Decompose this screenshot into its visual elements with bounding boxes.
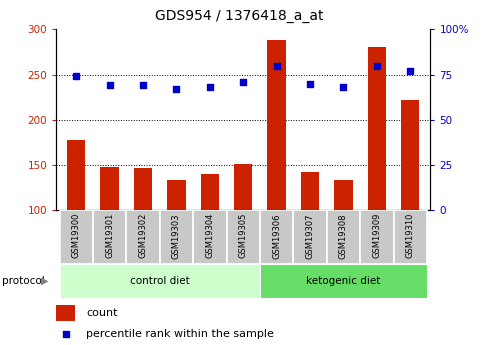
Text: GSM19305: GSM19305 [238, 213, 247, 258]
Point [305, 81, 313, 86]
Bar [367, 47, 385, 301]
Bar [67, 140, 85, 301]
Point [372, 63, 380, 68]
Text: GSM19300: GSM19300 [72, 213, 81, 258]
Bar [56, 305, 75, 321]
Bar [293, 210, 326, 264]
Bar [226, 210, 260, 264]
Bar [260, 264, 426, 298]
Text: percentile rank within the sample: percentile rank within the sample [86, 329, 273, 339]
Bar [101, 167, 119, 301]
Text: GSM19307: GSM19307 [305, 213, 314, 259]
Text: GSM19309: GSM19309 [372, 213, 381, 258]
Point [61, 332, 69, 337]
Bar [360, 210, 393, 264]
Text: control diet: control diet [130, 276, 189, 286]
Bar [193, 210, 226, 264]
Bar [400, 100, 419, 301]
Bar [134, 168, 152, 301]
Text: protocol: protocol [2, 276, 45, 286]
Point [406, 68, 413, 74]
Bar [260, 210, 293, 264]
Text: GSM19301: GSM19301 [105, 213, 114, 258]
Bar [267, 40, 285, 301]
Point [139, 83, 147, 88]
Point [239, 79, 246, 85]
Text: GSM19306: GSM19306 [272, 213, 281, 259]
Bar [326, 210, 360, 264]
Bar [60, 210, 93, 264]
Text: GSM19303: GSM19303 [172, 213, 181, 259]
Point [272, 63, 280, 68]
Text: GSM19308: GSM19308 [338, 213, 347, 259]
Text: GDS954 / 1376418_a_at: GDS954 / 1376418_a_at [155, 9, 323, 23]
Bar [300, 172, 319, 301]
Text: ketogenic diet: ketogenic diet [305, 276, 380, 286]
Bar [234, 164, 252, 301]
Bar [167, 180, 185, 301]
Bar [126, 210, 160, 264]
Bar [393, 210, 426, 264]
Point [339, 85, 346, 90]
Point [205, 85, 213, 90]
Text: GSM19310: GSM19310 [405, 213, 414, 258]
Text: GSM19302: GSM19302 [138, 213, 147, 258]
Bar [60, 264, 260, 298]
Bar [334, 180, 352, 301]
Bar [160, 210, 193, 264]
Bar [93, 210, 126, 264]
Point [172, 86, 180, 92]
Text: GSM19304: GSM19304 [205, 213, 214, 258]
Point [72, 74, 80, 79]
Text: count: count [86, 308, 118, 318]
Point [105, 83, 113, 88]
Bar [200, 174, 219, 301]
Text: ▶: ▶ [41, 276, 48, 286]
